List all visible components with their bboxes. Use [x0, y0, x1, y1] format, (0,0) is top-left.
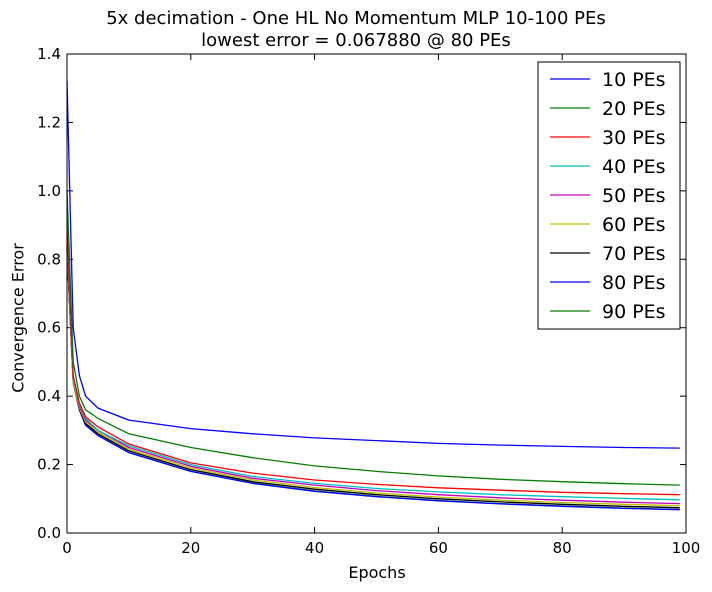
series-line-60-pes — [66, 242, 680, 507]
legend-label: 30 PEs — [602, 127, 666, 149]
series-line-20-pes — [66, 190, 680, 486]
legend-label: 70 PEs — [602, 243, 666, 265]
series-line-70-pes — [66, 245, 680, 509]
legend-label: 20 PEs — [602, 98, 666, 120]
x-tick-label: 60 — [429, 539, 448, 557]
plot-frame — [66, 53, 687, 534]
y-tick-label: 0.4 — [37, 387, 61, 405]
y-tick-label: 1.2 — [37, 113, 61, 131]
legend-label: 80 PEs — [602, 272, 666, 294]
legend-label: 50 PEs — [602, 185, 666, 207]
legend-label: 40 PEs — [602, 156, 666, 178]
chart-subtitle: lowest error = 0.067880 @ 80 PEs — [201, 30, 511, 51]
x-tick-label: 20 — [181, 539, 200, 557]
series-line-50-pes — [66, 238, 680, 505]
series-line-30-pes — [66, 225, 680, 496]
y-tick-label: 1.4 — [37, 45, 61, 63]
series-line-10-pes — [66, 81, 680, 449]
x-tick-label: 0 — [62, 539, 72, 557]
x-tick-label: 40 — [305, 539, 324, 557]
legend-label: 10 PEs — [602, 69, 666, 91]
y-tick-label: 0.8 — [37, 250, 61, 268]
y-tick-label: 1.0 — [37, 182, 61, 200]
y-tick-label: 0.6 — [37, 319, 61, 337]
y-tick-label: 0.0 — [37, 524, 61, 542]
x-tick-label: 100 — [672, 539, 701, 557]
x-tick-label: 80 — [553, 539, 572, 557]
legend-label: 90 PEs — [602, 301, 666, 323]
x-axis-label: Epochs — [348, 563, 406, 582]
y-axis-label: Convergence Error — [8, 243, 28, 393]
y-tick-label: 0.2 — [37, 456, 61, 474]
series-line-40-pes — [66, 231, 680, 501]
legend-label: 60 PEs — [602, 214, 666, 236]
chart-title: 5x decimation - One HL No Momentum MLP 1… — [106, 8, 606, 29]
